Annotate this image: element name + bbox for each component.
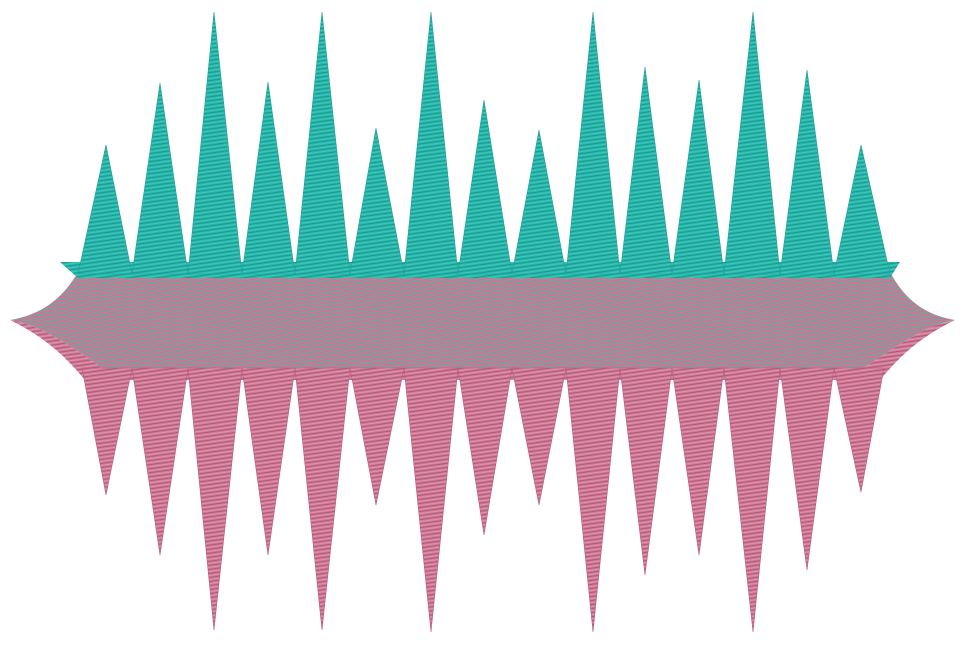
teal-spike [671, 79, 725, 275]
pink-spike [457, 367, 513, 536]
pink-spike [187, 367, 243, 631]
teal-spike [77, 144, 133, 275]
teal-spike [294, 11, 351, 275]
pink-spike [723, 367, 781, 633]
teal-spike [457, 99, 513, 275]
pink-spike [833, 367, 885, 493]
pink-spike [241, 367, 296, 556]
pink-spike [511, 367, 567, 506]
teal-spike [833, 144, 891, 275]
teal-spike [779, 69, 835, 275]
pink-spike [294, 367, 351, 631]
teal-spike [619, 66, 673, 275]
teal-spikes [77, 11, 891, 275]
pink-spike [565, 367, 621, 633]
pink-spike [619, 367, 673, 576]
teal-spike [511, 129, 567, 275]
teal-spike [565, 11, 621, 275]
teal-spike [241, 81, 296, 275]
teal-spike [187, 11, 243, 275]
pink-spikes [81, 367, 885, 633]
teal-spike [131, 82, 189, 275]
pink-spike [779, 367, 835, 571]
teal-spike [403, 11, 459, 275]
pink-spike [671, 367, 725, 556]
pink-spike [81, 367, 133, 496]
teal-spike [723, 11, 781, 275]
pink-spike [349, 367, 405, 506]
pink-spike [131, 367, 189, 556]
middle-band [10, 272, 955, 370]
pink-spike [403, 367, 459, 633]
teal-spike [349, 127, 405, 275]
